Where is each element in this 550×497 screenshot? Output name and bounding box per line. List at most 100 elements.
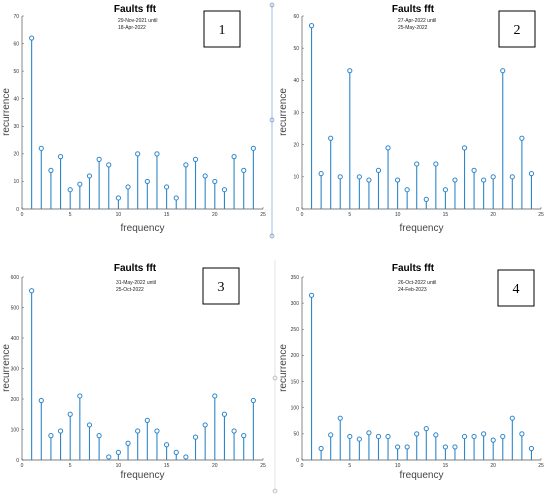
- stem-marker: [144, 178, 150, 185]
- stem-marker: [461, 433, 468, 440]
- stem-marker: [221, 411, 228, 417]
- x-tick-label: 25: [538, 212, 544, 218]
- x-tick-label: 5: [69, 463, 72, 469]
- x-tick-label: 25: [260, 212, 266, 218]
- x-tick-label: 15: [164, 463, 170, 469]
- stem-marker: [490, 437, 496, 443]
- stem-marker: [414, 431, 420, 437]
- stem-marker: [395, 444, 401, 450]
- stem-marker: [328, 432, 334, 438]
- divider-handle-bottom: [272, 488, 278, 494]
- stem-marker: [173, 449, 179, 455]
- panel-number-box: [202, 267, 240, 305]
- stem-marker: [519, 431, 525, 437]
- stem-marker: [385, 145, 391, 151]
- stem-marker: [395, 177, 401, 183]
- date-range-line: 31-May-2022 until: [116, 280, 156, 286]
- stem-marker: [29, 35, 35, 41]
- x-tick-label: 15: [443, 463, 449, 469]
- y-tick-label: 60: [13, 41, 19, 47]
- x-tick-label: 10: [395, 212, 401, 218]
- y-tick-label: 30: [13, 124, 19, 130]
- x-tick-label: 15: [164, 212, 170, 218]
- x-tick-label: 5: [69, 212, 72, 218]
- y-tick-label: 0: [296, 458, 299, 464]
- stem-marker: [461, 145, 468, 151]
- stem-marker: [106, 454, 112, 460]
- panel-number: 1: [219, 23, 226, 38]
- y-tick-label: 40: [13, 97, 19, 103]
- stem-marker: [241, 433, 247, 439]
- stem-marker: [202, 173, 208, 179]
- y-tick-label: 0: [296, 207, 299, 213]
- panel-number-box: [498, 10, 536, 48]
- y-tick-label: 400: [11, 336, 20, 342]
- stem-marker: [212, 393, 218, 399]
- panel-number: 3: [218, 280, 225, 295]
- stem-marker: [500, 433, 506, 440]
- stem-marker: [135, 151, 141, 157]
- x-tick-label: 5: [348, 212, 351, 218]
- stem-marker: [183, 162, 189, 168]
- x-tick-label: 10: [116, 463, 122, 469]
- splitter-handle-top: [269, 2, 275, 8]
- stem-marker: [144, 417, 150, 423]
- stem-marker: [433, 161, 439, 167]
- stem-marker: [414, 161, 420, 167]
- y-axis-label: recurrence: [278, 344, 289, 392]
- stem-marker: [509, 415, 515, 421]
- x-tick-label: 25: [260, 463, 266, 469]
- stem-marker: [528, 171, 535, 177]
- y-tick-label: 10: [293, 175, 299, 181]
- stem-marker: [250, 145, 256, 151]
- date-range-line: 24-Feb-2023: [398, 287, 427, 293]
- stem-marker: [404, 444, 410, 450]
- stem-marker: [77, 393, 83, 399]
- stem-marker: [173, 195, 179, 201]
- splitter-handle-bottom: [269, 233, 275, 239]
- divider-handle-middle: [272, 375, 278, 381]
- stem-marker: [183, 454, 189, 460]
- stem-marker: [125, 184, 131, 190]
- stem-marker: [375, 433, 382, 440]
- chart-title: Faults fft: [392, 4, 435, 15]
- stem-marker: [509, 174, 515, 180]
- panel-number-box: [497, 269, 535, 307]
- stem-marker: [241, 167, 247, 173]
- stem-marker: [221, 187, 228, 193]
- stem-marker: [318, 445, 324, 452]
- x-tick-label: 25: [538, 463, 544, 469]
- date-range-line: 29-Nov-2021 until: [118, 18, 157, 24]
- stem-marker: [433, 432, 439, 438]
- y-tick-label: 200: [291, 353, 300, 359]
- date-range-line: 25-Oct-2022: [116, 287, 144, 293]
- stem-marker: [500, 68, 506, 74]
- stem-marker: [347, 68, 353, 74]
- stem-marker: [337, 174, 343, 180]
- x-tick-label: 15: [443, 212, 449, 218]
- y-tick-label: 200: [11, 397, 20, 403]
- stem-marker: [86, 173, 93, 179]
- stem-marker: [442, 187, 448, 193]
- stem-marker: [38, 145, 44, 151]
- y-tick-label: 60: [293, 14, 299, 20]
- y-tick-label: 0: [16, 207, 19, 213]
- stem-marker: [442, 444, 448, 450]
- y-tick-label: 100: [11, 427, 20, 433]
- y-tick-label: 20: [13, 152, 19, 158]
- panel-number: 4: [513, 282, 520, 297]
- stem-marker: [366, 430, 372, 436]
- stem-marker: [67, 187, 73, 193]
- y-tick-label: 70: [13, 14, 19, 20]
- y-tick-label: 350: [291, 275, 300, 281]
- stem-marker: [490, 174, 496, 180]
- stem-marker: [48, 167, 54, 173]
- stem-marker: [528, 445, 535, 452]
- y-tick-label: 0: [16, 458, 19, 464]
- date-range-line: 26-Oct-2022 until: [398, 280, 436, 286]
- stem-marker: [192, 156, 199, 162]
- y-tick-label: 20: [293, 142, 299, 148]
- x-tick-label: 5: [348, 463, 351, 469]
